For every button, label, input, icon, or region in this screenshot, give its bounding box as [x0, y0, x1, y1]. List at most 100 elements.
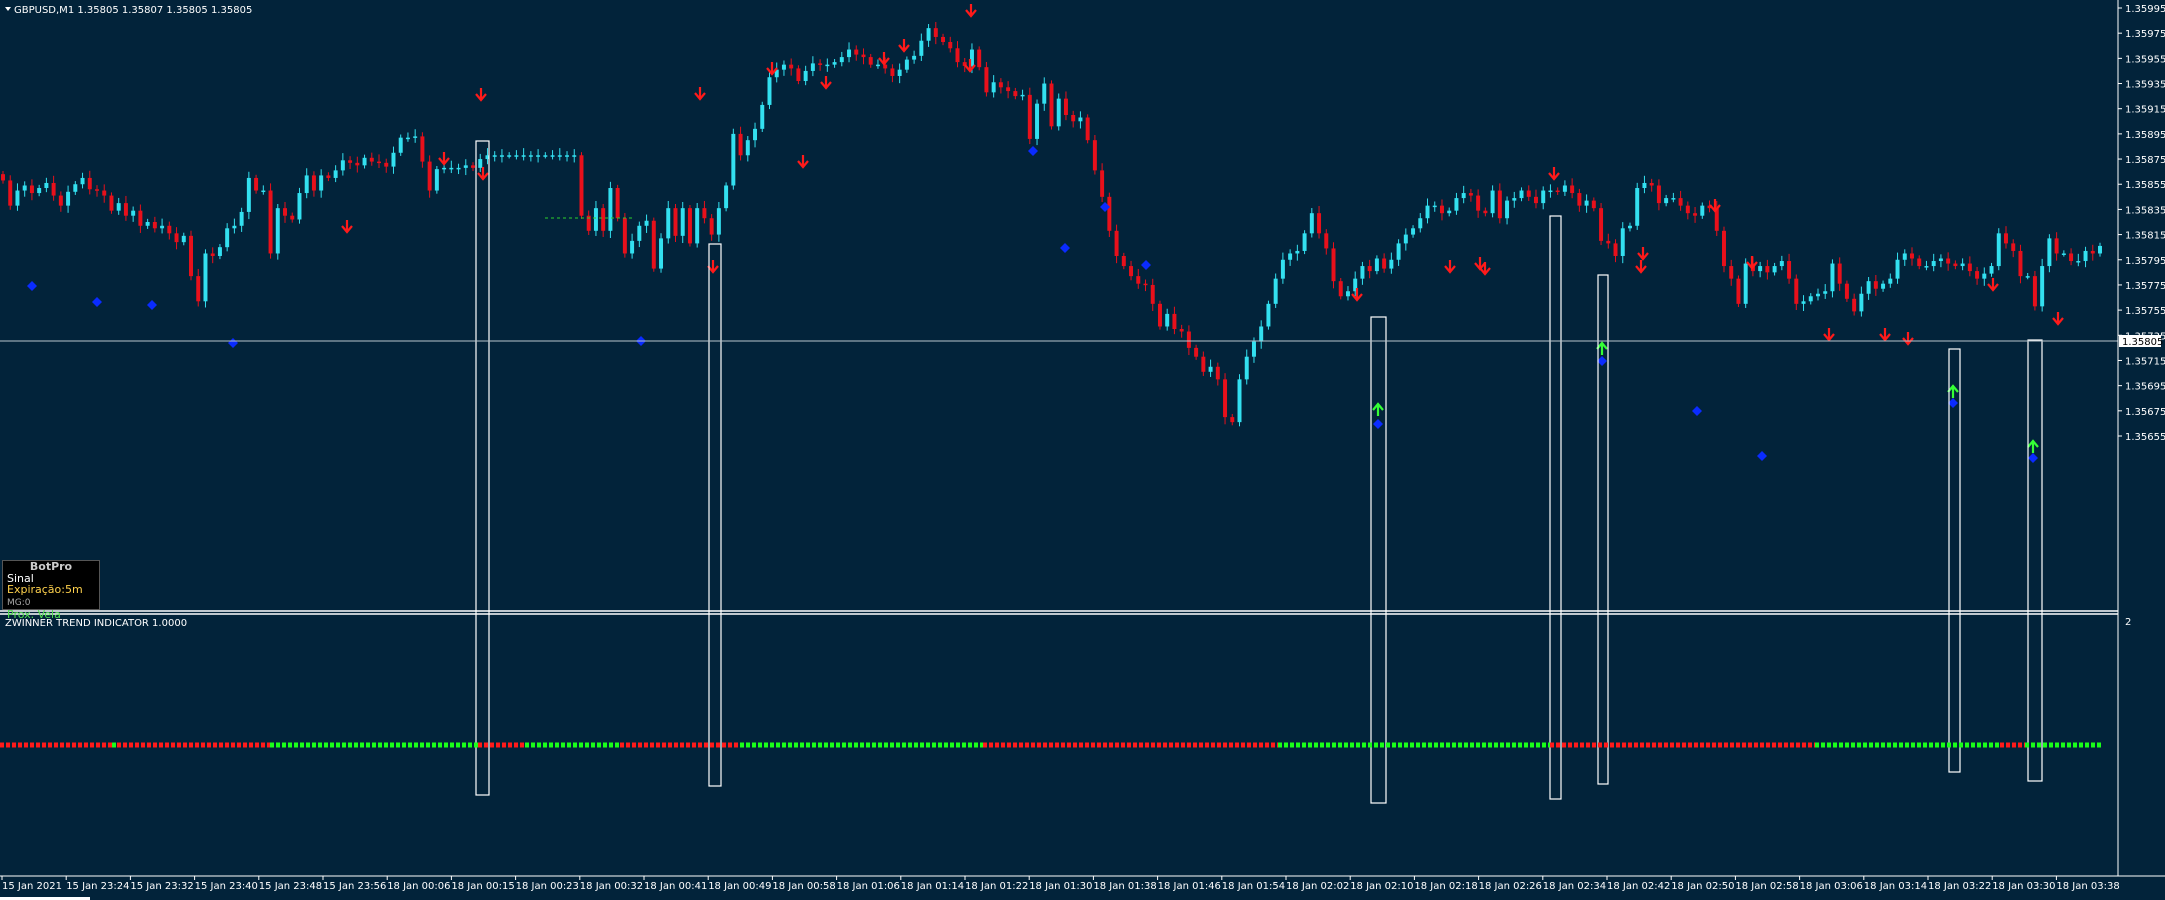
candle-body [789, 64, 794, 69]
candle-body [1794, 278, 1799, 304]
time-tick-label: 18 Jan 02:10 [1350, 881, 1413, 892]
chevron-down-icon[interactable] [5, 7, 11, 11]
candle-body [854, 49, 859, 55]
candle-body [369, 157, 374, 162]
candle-body [377, 161, 382, 164]
candle-body [478, 159, 483, 168]
time-tick-label: 18 Jan 02:02 [1286, 881, 1349, 892]
candle-body [1938, 258, 1943, 262]
candle-body [716, 208, 721, 235]
candle-body [29, 185, 34, 194]
sell-arrow-icon [1902, 332, 1914, 346]
candle-body [1085, 117, 1090, 141]
time-tick-label: 15 Jan 23:48 [259, 881, 322, 892]
candle-body [254, 177, 259, 191]
candle-body [1946, 258, 1951, 264]
candle-body [181, 235, 186, 243]
candle-body [1100, 170, 1105, 197]
candle-body [557, 155, 562, 157]
candle-body [398, 137, 403, 153]
candle-body [1374, 258, 1379, 272]
candle-body [644, 220, 649, 226]
signal-box [1948, 348, 1961, 773]
candle-body [1049, 83, 1054, 127]
candle-body [362, 157, 367, 166]
signal-box [1597, 274, 1609, 785]
dot-marker-icon [1757, 451, 1767, 461]
sell-arrow-icon [1879, 328, 1891, 342]
candle-body [1259, 326, 1264, 342]
candle-body [1476, 195, 1481, 211]
candle-body [239, 211, 244, 226]
time-tick-label: 18 Jan 02:34 [1543, 881, 1606, 892]
price-tick-label: 1.35795 [2125, 256, 2165, 267]
candle-body [825, 64, 830, 67]
price-tick-label: 1.35775 [2125, 281, 2165, 292]
sell-arrow-icon [341, 220, 353, 234]
price-tick-label: 1.35655 [2125, 432, 2165, 443]
candle-body [1439, 205, 1444, 214]
candle-body [391, 152, 396, 167]
candle-body [1389, 259, 1394, 269]
candle-body [1273, 278, 1278, 304]
candle-body [630, 240, 635, 254]
candle-body [1620, 228, 1625, 256]
candle-body [95, 189, 99, 191]
candle-body [384, 162, 389, 167]
candle-body [203, 253, 208, 302]
candle-body [1613, 243, 1618, 256]
candle-body [1816, 293, 1820, 297]
price-tick-label: 1.35855 [2125, 180, 2165, 191]
candle-body [1208, 366, 1213, 372]
price-tick-label: 1.35675 [2125, 407, 2165, 418]
candle-body [1418, 218, 1423, 229]
candle-body [1432, 205, 1437, 208]
candle-body [724, 185, 729, 209]
candlestick-series [1, 21, 2102, 427]
time-axis: 15 Jan 2021 15 Jan 23:24 15 Jan 23:32 15 Ja… [1, 876, 2120, 892]
candle-body [1447, 210, 1452, 214]
candle-body [1143, 283, 1148, 286]
horizontal-scrollbar[interactable] [0, 897, 90, 900]
candle-body [1129, 266, 1134, 277]
candle-body [1172, 313, 1177, 329]
time-tick-label: 15 Jan 23:24 [66, 881, 129, 892]
candle-body [1035, 103, 1040, 139]
time-tick-label: 18 Jan 01:14 [901, 881, 964, 892]
candle-body [2004, 233, 2008, 244]
candle-body [1302, 233, 1307, 251]
candle-body [1237, 379, 1242, 423]
candle-body [868, 57, 873, 65]
sell-arrow-icon [1823, 328, 1835, 342]
sell-arrow-icon [477, 167, 489, 181]
candle-body [832, 62, 837, 65]
signal-box [708, 243, 722, 787]
candle-body [1317, 213, 1322, 234]
candle-body [442, 167, 447, 170]
candle-body [1996, 233, 2001, 267]
candle-body [1548, 190, 1553, 193]
candle-body [1186, 331, 1191, 348]
time-tick-label: 18 Jan 01:54 [1222, 881, 1285, 892]
candle-body [1288, 253, 1293, 260]
candle-body [499, 155, 504, 157]
signal-box [1549, 215, 1562, 800]
sell-arrow-icon [1635, 260, 1647, 274]
candle-body [1873, 281, 1878, 289]
candle-body [1280, 259, 1285, 279]
candle-body [1758, 266, 1763, 272]
candle-body [1078, 117, 1083, 122]
candle-body [1468, 193, 1473, 196]
candle-body [1027, 94, 1032, 139]
candle-body [731, 133, 736, 186]
candle-body [781, 64, 786, 70]
price-tick-label: 1.35955 [2125, 54, 2165, 65]
candle-body [601, 208, 606, 231]
indicator-title: ZWINNER TREND INDICATOR 1.0000 [5, 618, 187, 629]
candle-body [189, 235, 193, 277]
candle-body [210, 253, 215, 256]
candle-body [1295, 250, 1300, 254]
sell-arrow-icon [965, 4, 977, 18]
candle-body [283, 208, 287, 216]
